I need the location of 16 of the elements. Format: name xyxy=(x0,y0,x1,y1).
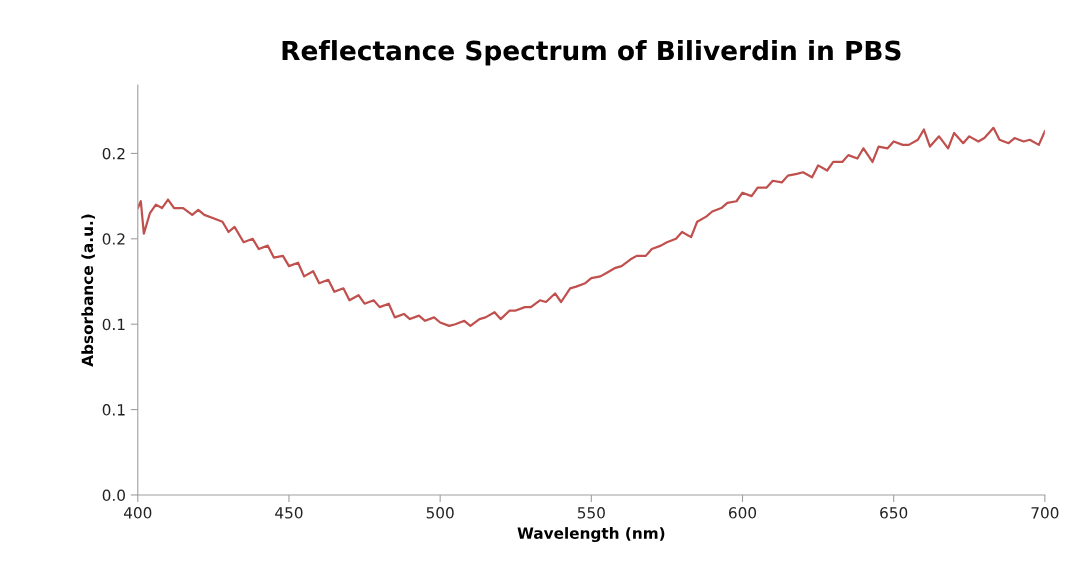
y-tick-label: 0.1 xyxy=(102,404,125,416)
x-tick-label: 400 xyxy=(123,507,152,519)
line-series xyxy=(137,126,1045,328)
x-tick-label: 500 xyxy=(426,507,454,519)
y-tick-label: 0.1 xyxy=(102,318,125,331)
x-tick-label: 700 xyxy=(1031,507,1059,519)
x-tick-label: 650 xyxy=(880,507,908,519)
y-tick-label: 0.0 xyxy=(102,489,125,501)
y-tick-label: 0.2 xyxy=(102,233,125,245)
x-axis-title: Wavelength (nm) xyxy=(517,527,665,543)
x-tick-label: 450 xyxy=(275,507,303,519)
chart-title: Reflectance Spectrum of Biliverdin in PBS xyxy=(282,40,901,66)
x-tick-label: 550 xyxy=(577,507,605,519)
y-tick-label: 0.2 xyxy=(102,147,125,160)
y-axis-title: Absorbance (a.u.) xyxy=(81,214,95,367)
x-tick-label: 600 xyxy=(728,507,757,519)
